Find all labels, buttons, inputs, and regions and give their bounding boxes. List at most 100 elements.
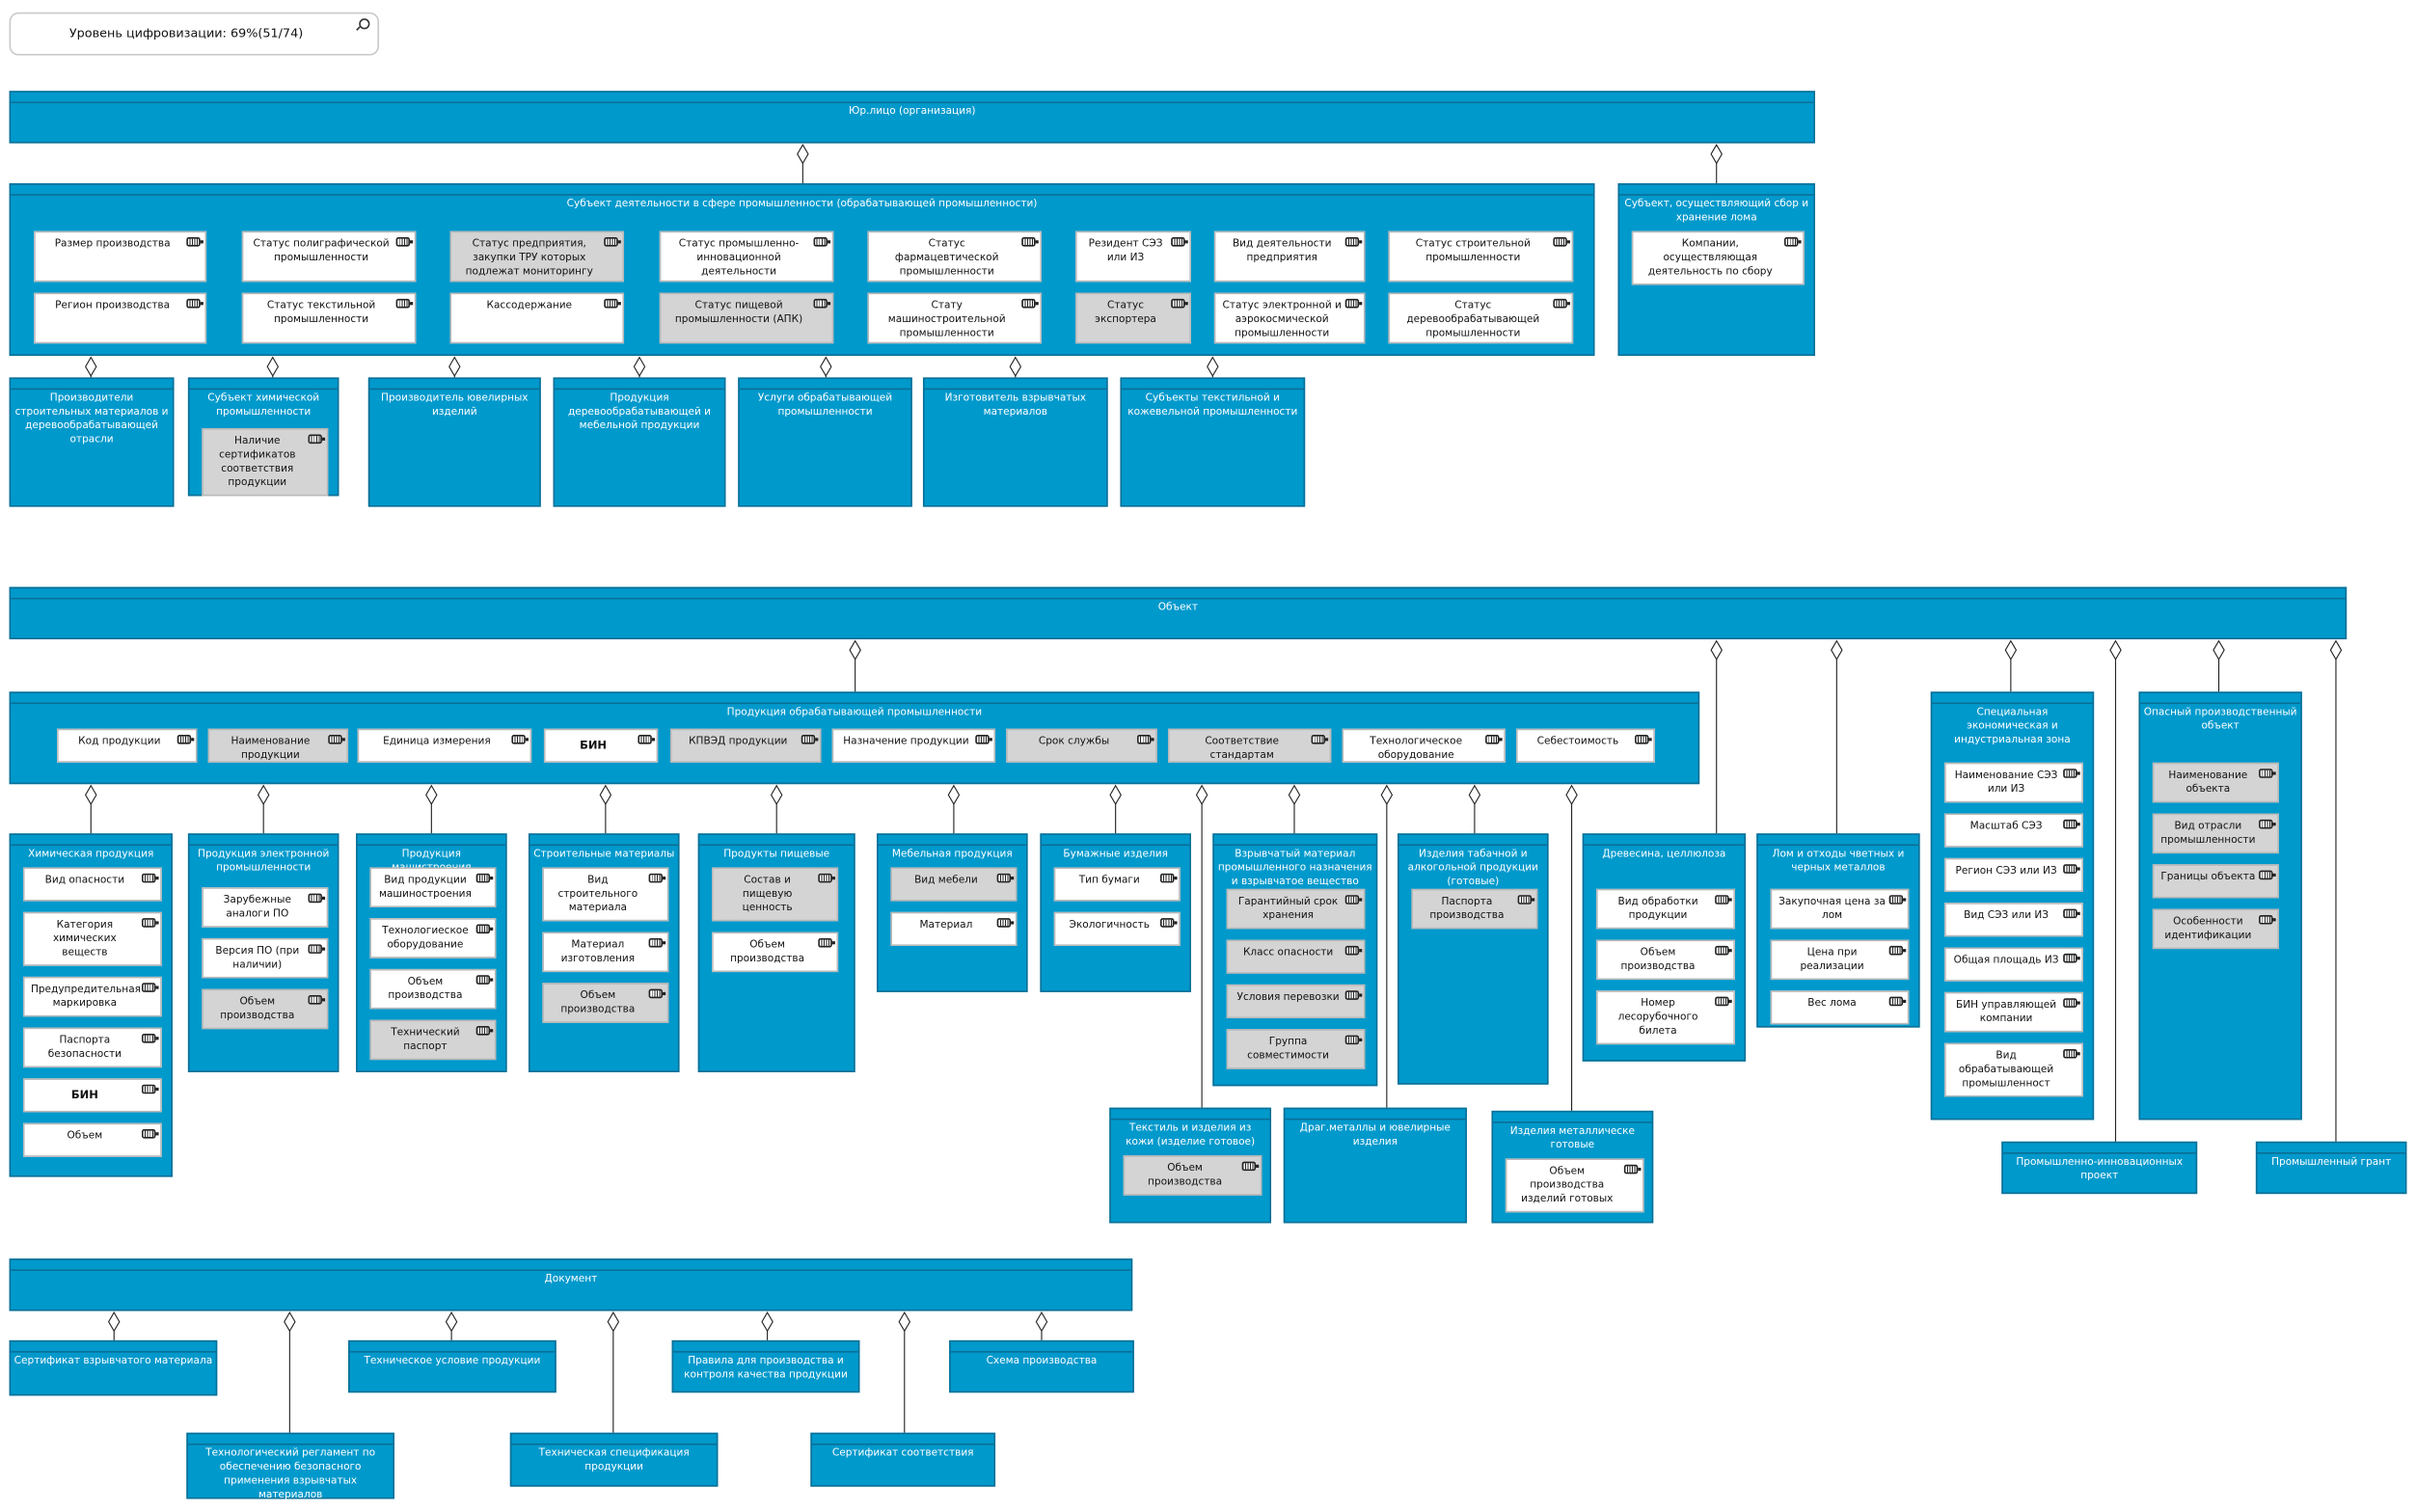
attribute-card[interactable]: Паспорта безопасности [22,1027,162,1068]
attribute-card[interactable]: Технологиеское оборудование [369,918,497,958]
attribute-card[interactable]: Код продукции [57,728,198,763]
attribute-card[interactable]: Паспорта производства [1411,888,1538,930]
attribute-card[interactable]: Закупочная цена за лом [1770,888,1910,930]
metal-products-box[interactable]: Изделия металлическе готовые Объем произв… [1491,1110,1654,1224]
attribute-card[interactable]: Объем [22,1122,162,1157]
attribute-card[interactable]: БИН [22,1078,162,1113]
explosive-materials-box[interactable]: Взрывчатый материал промышленного назнач… [1212,833,1378,1087]
paper-products-box[interactable]: Бумажные изделия Тип бумаги Экологичность [1040,833,1191,992]
attribute-card[interactable]: Статус электронной и аэрокосмической про… [1213,292,1366,344]
industry-subject-box[interactable]: Субъект деятельности в сфере промышленно… [9,183,1595,357]
attribute-card[interactable]: Цена при реализации [1770,939,1910,981]
attribute-card[interactable]: Вид строительного материала [542,867,669,922]
attribute-card[interactable]: Состав и пищевую ценность [712,867,839,922]
attribute-card[interactable]: Особенности идентификации [2152,908,2279,950]
attribute-card[interactable]: Объем производства [369,968,497,1010]
scrap-metals-box[interactable]: Лом и отходы чветных и черных металлов За… [1756,833,1920,1028]
attribute-card[interactable]: Статус экспортера [1075,292,1191,344]
tech-specification-box[interactable]: Техническая спецификация продукции [509,1432,719,1487]
chemical-subject-box[interactable]: Субъект химической промышленности Наличие… [187,377,339,497]
attribute-card[interactable]: Экологичность [1053,911,1181,946]
attribute-card[interactable]: Стату машиностроительной промышленности [867,292,1042,344]
attribute-card[interactable]: Резидент СЭЗ или ИЗ [1075,230,1191,283]
attribute-card[interactable]: Вид обработки продукции [1596,888,1735,930]
attribute-card[interactable]: Статус промышленно-инновационной деятель… [659,230,834,283]
attribute-card[interactable]: Назначение продукции [831,728,996,763]
attribute-card[interactable]: Технический паспорт [369,1019,497,1061]
attribute-card[interactable]: Наименование СЭЗ или ИЗ [1944,762,2083,803]
attribute-card[interactable]: Масштаб СЭЗ [1944,813,2083,848]
attribute-card[interactable]: Версия ПО (при наличии) [202,937,329,979]
building-materials-producers-box[interactable]: Производители строительных материалов и … [9,377,175,507]
attribute-card[interactable]: Вид опасности [22,867,162,902]
attribute-card[interactable]: Размер производства [34,230,207,283]
attribute-card[interactable]: Кассодержание [449,292,625,344]
attribute-card[interactable]: Статус предприятия, закупки ТРУ которых … [449,230,625,283]
furniture-products-box[interactable]: Мебельная продукция Вид мебели Материал [877,833,1028,992]
explosive-certificate-box[interactable]: Сертификат взрывчатого материала [9,1339,218,1396]
attribute-card[interactable]: Материал изготовления [542,932,669,973]
attribute-card[interactable]: Себестоимость [1516,728,1655,763]
attribute-card[interactable]: БИН [543,728,659,763]
attribute-card[interactable]: Категория химических веществ [22,911,162,966]
quality-rules-box[interactable]: Правила для производства и контроля каче… [671,1339,860,1393]
hazardous-object-box[interactable]: Опасный производственный объект Наименова… [2138,691,2302,1120]
attribute-card[interactable]: Единица измерения [357,728,532,763]
attribute-card[interactable]: Регион производства [34,292,207,344]
attribute-card[interactable]: Наименование продукции [207,728,349,763]
attribute-card[interactable]: Группа совместимости [1226,1029,1366,1069]
attribute-card[interactable]: Объем производства [1123,1155,1262,1196]
attribute-card[interactable]: Вид отрасли промышленности [2152,813,2279,854]
machinery-products-box[interactable]: Продукция машистроенияВид продукции маши… [356,833,507,1072]
attribute-card[interactable]: Вид мебели [890,867,1018,902]
chemical-products-box[interactable]: Химическая продукция Вид опасности Категор… [9,833,173,1177]
attribute-card[interactable]: Зарубежные аналоги ПО [202,887,329,928]
precious-metals-box[interactable]: Драг.металлы и ювелирные изделия [1283,1107,1467,1224]
attribute-card[interactable]: Границы объекта [2152,864,2279,899]
attribute-card[interactable]: Вид СЭЗ или ИЗ [1944,903,2083,937]
attribute-card[interactable]: Гарантийный срок хранения [1226,888,1366,930]
wood-furniture-products-box[interactable]: Продукция деревообрабатывающей и мебельн… [553,377,726,507]
innovation-project-box[interactable]: Промышленно-инновационных проект [2001,1141,2198,1195]
jewelry-producer-box[interactable]: Производитель ювелирных изделий [367,377,541,507]
attribute-card[interactable]: Условия перевозки [1226,984,1366,1019]
manufacturing-products-box[interactable]: Продукция обрабатывающей промышленности К… [9,691,1700,785]
attribute-card[interactable]: Статус строительной промышленности [1388,230,1574,283]
sez-box[interactable]: Специальная экономическая и индустриальн… [1930,691,2095,1120]
attribute-card[interactable]: Статус пищевой промышленности (АПК) [659,292,834,344]
attribute-card[interactable]: Объем производства [202,988,329,1030]
attribute-card[interactable]: Наличие сертификатов соответствия продук… [202,428,329,497]
attribute-card[interactable]: Статус полиграфической промышленности [241,230,417,283]
attribute-card[interactable]: Технологическое оборудование [1342,728,1506,763]
manufacturing-services-box[interactable]: Услуги обрабатывающей промышленности [738,377,912,507]
attribute-card[interactable]: Вид продукции машиностроения [369,867,497,907]
attribute-card[interactable]: Срок службы [1006,728,1157,763]
industrial-grant-box[interactable]: Промышленный грант [2255,1141,2407,1195]
attribute-card[interactable]: Статус фармацевтической промышленности [867,230,1042,283]
attribute-card[interactable]: Вес лома [1770,990,1910,1025]
scrap-subject-box[interactable]: Субъект, осуществляющий сбор и хранение … [1617,183,1815,357]
food-products-box[interactable]: Продукты пищевые Состав и пищевую ценност… [697,833,855,1072]
attribute-card[interactable]: Объем производства [1596,939,1735,981]
attribute-card[interactable]: БИН управляющей компании [1944,991,2083,1033]
attribute-card[interactable]: Компании, осуществляющая деятельность по… [1631,230,1805,285]
object-box[interactable]: Объект [9,586,2348,640]
legal-entity-box[interactable]: Юр.лицо (организация) [9,91,1815,144]
attribute-card[interactable]: Статус деревообрабатывающей промышленнос… [1388,292,1574,344]
attribute-card[interactable]: Материал [890,911,1018,946]
wood-cellulose-box[interactable]: Древесина, целлюлоза Вид обработки продук… [1582,833,1747,1062]
tech-regulation-box[interactable]: Технологический регламент по обеспечению… [186,1432,394,1500]
textile-subjects-box[interactable]: Субъекты текстильной и кожевельной промы… [1120,377,1306,507]
building-materials-box[interactable]: Строительные материалы Вид строительного … [528,833,680,1072]
electronics-products-box[interactable]: Продукция электронной промышленности Зару… [187,833,339,1072]
tobacco-alcohol-box[interactable]: Изделия табачной и алкогольной продукции… [1398,833,1549,1085]
attribute-card[interactable]: Наименование объекта [2152,762,2279,803]
textile-leather-box[interactable]: Текстиль и изделия из кожи (изделие гото… [1109,1107,1272,1224]
attribute-card[interactable]: КПВЭД продукции [669,728,822,763]
attribute-card[interactable]: Предупредительная маркировка [22,976,162,1017]
attribute-card[interactable]: Объем производства [712,932,839,973]
attribute-card[interactable]: Объем производства изделий готовых [1505,1158,1644,1213]
explosives-maker-box[interactable]: Изготовитель взрывчатых материалов [922,377,1108,507]
attribute-card[interactable]: Вид деятельности предприятия [1213,230,1366,283]
attribute-card[interactable]: Статус текстильной промышленности [241,292,417,344]
